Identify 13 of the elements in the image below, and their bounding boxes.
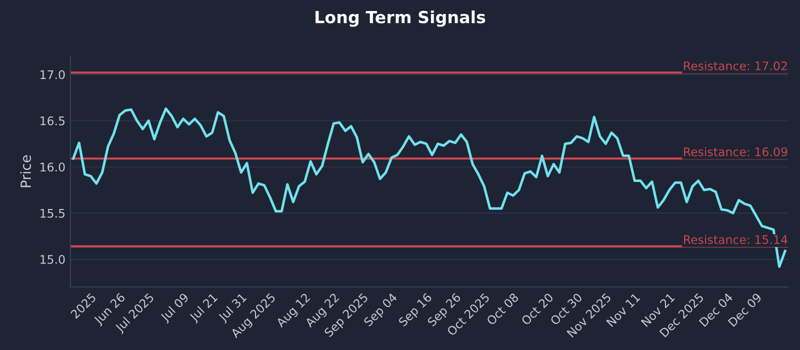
ref-line-label: Resistance: 17.02 bbox=[684, 61, 787, 70]
line-series bbox=[72, 107, 786, 268]
chart-title: Long Term Signals bbox=[316, 10, 486, 27]
y-tick-label: 16.5 bbox=[40, 116, 65, 126]
y-axis-title: Price bbox=[20, 155, 32, 188]
ref-line-label: Resistance: 16.09 bbox=[684, 147, 788, 156]
y-tick-label: 15.5 bbox=[40, 208, 65, 218]
y-tick-label: 17.0 bbox=[40, 70, 65, 80]
x-tick-label: Jul 09 bbox=[159, 292, 191, 324]
y-tick-label: 16.0 bbox=[40, 162, 65, 172]
x-tick-label: Jul 21 bbox=[188, 292, 220, 324]
y-tick-label: 15.0 bbox=[40, 255, 65, 264]
ref-line-label: Resistance: 15.14 bbox=[684, 234, 788, 244]
